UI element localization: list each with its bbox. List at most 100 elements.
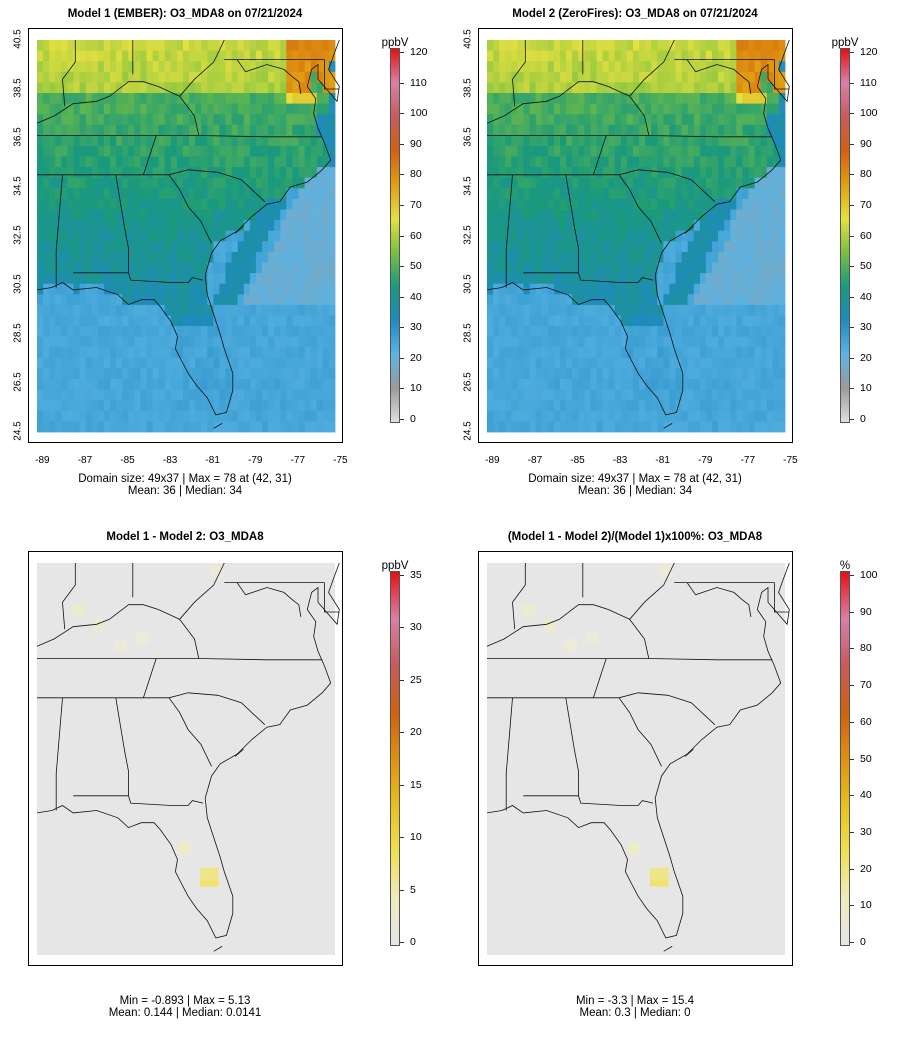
grid-cell: [778, 400, 786, 412]
grid-cell: [517, 230, 524, 242]
colorbar-tick-label: 110: [860, 76, 877, 89]
grid-cell: [487, 315, 494, 327]
grid-cell: [645, 220, 652, 232]
y-tick-label: 26.5: [12, 372, 24, 392]
grid-cell: [268, 188, 275, 200]
grid-cell: [487, 71, 494, 83]
grid-cell: [584, 93, 591, 104]
grid-cell: [122, 241, 129, 253]
grid-cell: [614, 262, 622, 274]
grid-cell: [699, 294, 707, 306]
grid-cell: [231, 241, 239, 253]
x-tick-label: -75: [333, 455, 348, 466]
grid-cell: [110, 336, 117, 348]
grid-cell: [578, 347, 585, 359]
grid-cell: [596, 114, 603, 126]
grid-cell: [560, 61, 567, 73]
grid-cell: [322, 188, 330, 200]
grid-cell: [730, 93, 737, 104]
grid-cell: [517, 294, 524, 306]
grid-cell: [651, 421, 658, 433]
grid-cell: [146, 114, 153, 126]
grid-cell: [620, 251, 628, 263]
grid-cell: [249, 326, 257, 338]
grid-cell: [225, 315, 232, 327]
colorbar-tick-label: 50: [860, 260, 872, 273]
grid-cell: [146, 103, 153, 115]
grid-cell: [620, 304, 628, 316]
percent-difference-map[interactable]: [479, 552, 794, 967]
grid-cell: [772, 304, 780, 316]
grid-cell: [499, 400, 506, 412]
state-border: [505, 697, 513, 811]
grid-cell: [110, 156, 117, 168]
grid-cell: [195, 167, 202, 179]
grid-cell: [730, 135, 737, 147]
grid-cell: [505, 379, 512, 390]
grid-cell: [61, 241, 68, 253]
grid-cell: [55, 230, 62, 242]
colorbar-tick: [400, 52, 404, 53]
grid-cell: [43, 347, 50, 359]
grid-cell: [523, 410, 530, 422]
grid-cell: [85, 368, 93, 380]
grid-cell: [699, 389, 707, 401]
grid-cell: [116, 273, 123, 285]
grid-cell: [103, 188, 111, 200]
grid-cell: [61, 347, 68, 359]
grid-cell: [578, 368, 585, 380]
grid-cell: [183, 336, 190, 348]
grid-cell: [91, 400, 99, 412]
concentration-map[interactable]: [29, 29, 344, 444]
grid-cell: [310, 93, 318, 104]
grid-cell: [170, 220, 178, 232]
grid-cell: [146, 198, 153, 210]
grid-cell: [736, 368, 743, 380]
grid-cell: [535, 103, 543, 115]
grid-cell: [699, 230, 707, 242]
grid-cell: [49, 315, 56, 327]
grid-cell: [55, 198, 62, 210]
grid-cell: [128, 251, 135, 263]
grid-cell: [73, 273, 80, 285]
grid-cell: [116, 368, 123, 380]
grid-cell: [748, 304, 755, 316]
grid-cell: [639, 198, 646, 210]
grid-cell: [748, 177, 755, 189]
grid-cell: [572, 357, 579, 369]
grid-cell: [110, 389, 117, 401]
grid-cell: [742, 114, 749, 126]
grid-cell: [328, 93, 336, 104]
grid-cell: [736, 124, 743, 136]
grid-cell: [687, 188, 695, 200]
concentration-map[interactable]: [479, 29, 794, 444]
grid-cell: [778, 114, 786, 126]
grid-cell: [79, 400, 87, 412]
keys: [663, 946, 673, 952]
grid-cell: [262, 61, 269, 73]
difference-map[interactable]: [29, 552, 344, 967]
grid-cell: [487, 220, 494, 232]
grid-cell: [262, 400, 269, 412]
grid-cell: [231, 357, 239, 369]
grid-cell: [505, 251, 512, 263]
grid-cell: [578, 241, 585, 253]
grid-cell: [766, 188, 774, 200]
grid-cell: [243, 262, 251, 274]
grid-cell: [639, 336, 646, 348]
grid-cell: [705, 71, 713, 83]
grid-cell: [681, 368, 689, 380]
grid-cell: [608, 103, 616, 115]
grid-cell: [116, 400, 123, 412]
grid-cell: [517, 304, 524, 316]
grid-cell: [310, 135, 318, 147]
grid-cell: [195, 135, 202, 147]
grid-cell: [292, 198, 299, 210]
grid-cell: [140, 410, 147, 422]
grid-cell: [766, 103, 774, 115]
grid-cell: [754, 315, 762, 327]
grid-cell: [766, 368, 774, 380]
grid-cell: [742, 336, 749, 348]
grid-cell: [663, 336, 670, 348]
grid-cell: [742, 103, 749, 115]
